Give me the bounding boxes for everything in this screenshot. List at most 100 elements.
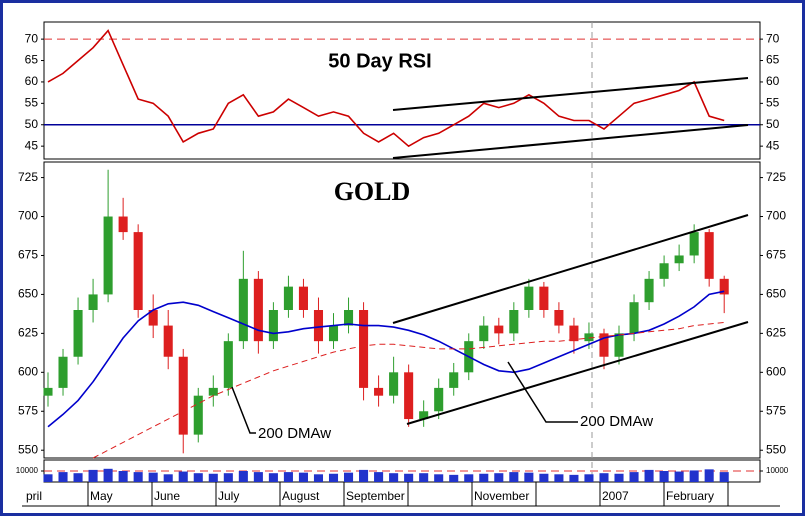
volume-bar: [614, 473, 624, 482]
candle-body: [283, 286, 293, 310]
volume-bar: [659, 471, 669, 482]
x-tick-label: November: [474, 489, 529, 503]
y-tick-label: 65: [25, 53, 39, 67]
volume-bar: [148, 472, 158, 482]
volume-bar: [193, 473, 203, 482]
x-tick-label: May: [90, 489, 113, 503]
y-tick-label: 700: [766, 209, 786, 223]
candle-body: [178, 356, 188, 435]
volume-bar: [88, 469, 98, 482]
candle-body: [629, 302, 639, 334]
callout: [507, 361, 578, 423]
candle-body: [584, 333, 594, 342]
volume-bar: [539, 473, 549, 482]
volume-bar: [419, 473, 429, 482]
candle-body: [374, 387, 384, 396]
candle-body: [494, 325, 504, 334]
candle-body: [163, 325, 173, 357]
y-tick-label: 600: [18, 364, 38, 378]
y-tick-label: 550: [766, 442, 786, 456]
candle-body: [238, 278, 248, 342]
volume-bar: [689, 470, 699, 482]
y-tick-label: 600: [766, 364, 786, 378]
y-tick-label: 60: [25, 74, 39, 88]
y-tick-label: 725: [766, 170, 786, 184]
volume-bar: [509, 472, 519, 482]
candle-body: [193, 395, 203, 435]
y-tick-label: 575: [766, 403, 786, 417]
volume-bar: [328, 473, 339, 482]
volume-bar: [298, 472, 308, 482]
candle-body: [389, 372, 399, 396]
y-tick-label: 65: [766, 53, 780, 67]
volume-bar: [584, 474, 594, 482]
y-tick-label: 10000: [766, 466, 789, 475]
volume-bar: [374, 472, 384, 482]
candle-body: [434, 387, 444, 412]
volume-bar: [554, 474, 564, 482]
candle-body: [404, 372, 414, 420]
candle-body: [328, 325, 339, 342]
y-tick-label: 550: [18, 442, 38, 456]
y-tick-label: 575: [18, 403, 38, 417]
volume-bar: [434, 474, 444, 482]
y-tick-label: 50: [25, 117, 39, 131]
candle-body: [449, 372, 459, 388]
candle-body: [704, 232, 714, 279]
candle-body: [58, 356, 68, 388]
label-bg: [256, 424, 340, 444]
annotation: 200 DMAw: [258, 425, 331, 442]
y-tick-label: 70: [25, 31, 39, 45]
candle-body: [509, 310, 519, 334]
y-tick-label: 55: [25, 96, 39, 110]
trend-line: [392, 124, 749, 159]
y-tick-label: 675: [766, 248, 786, 262]
volume-bar: [133, 472, 143, 482]
x-tick-label: February: [666, 489, 714, 503]
price-title: GOLD: [334, 177, 411, 206]
candle-body: [88, 294, 98, 310]
y-tick-label: 45: [766, 138, 780, 152]
y-tick-label: 700: [18, 209, 38, 223]
y-tick-label: 650: [766, 287, 786, 301]
volume-bar: [43, 474, 53, 482]
annotation: 200 DMAw: [580, 413, 653, 430]
candle-body: [208, 387, 218, 396]
volume-bar: [313, 474, 324, 482]
candle-body: [419, 411, 429, 420]
rsi-title: 50 Day RSI: [328, 50, 431, 72]
volume-bar: [343, 472, 354, 482]
volume-bar: [719, 472, 729, 482]
volume-bar: [359, 469, 369, 482]
volume-bar: [449, 474, 459, 482]
y-tick-label: 55: [766, 96, 780, 110]
volume-bar: [118, 471, 128, 482]
y-tick-label: 70: [766, 31, 780, 45]
x-tick-label: June: [154, 489, 180, 503]
y-tick-label: 725: [18, 170, 38, 184]
x-tick-label: 2007: [602, 489, 629, 503]
candle-body: [268, 310, 278, 342]
candle-body: [479, 325, 489, 342]
price-panel: [43, 161, 761, 459]
y-tick-label: 45: [25, 138, 39, 152]
y-tick-label: 625: [18, 326, 38, 340]
candle-body: [343, 310, 354, 326]
volume-bar: [464, 474, 474, 482]
volume-bar: [389, 473, 399, 482]
candle-body: [674, 255, 684, 264]
volume-bar: [268, 473, 278, 482]
candle-body: [43, 387, 53, 396]
y-tick-label: 50: [766, 117, 780, 131]
volume-bar: [629, 472, 639, 482]
volume-bar: [178, 471, 188, 482]
candle-body: [554, 310, 564, 326]
callout: [231, 386, 256, 434]
y-tick-label: 675: [18, 248, 38, 262]
rsi-line: [47, 29, 725, 148]
volume-bar: [644, 469, 654, 482]
y-tick-label: 650: [18, 287, 38, 301]
candle-body: [148, 310, 158, 326]
label-bg: [578, 412, 662, 432]
